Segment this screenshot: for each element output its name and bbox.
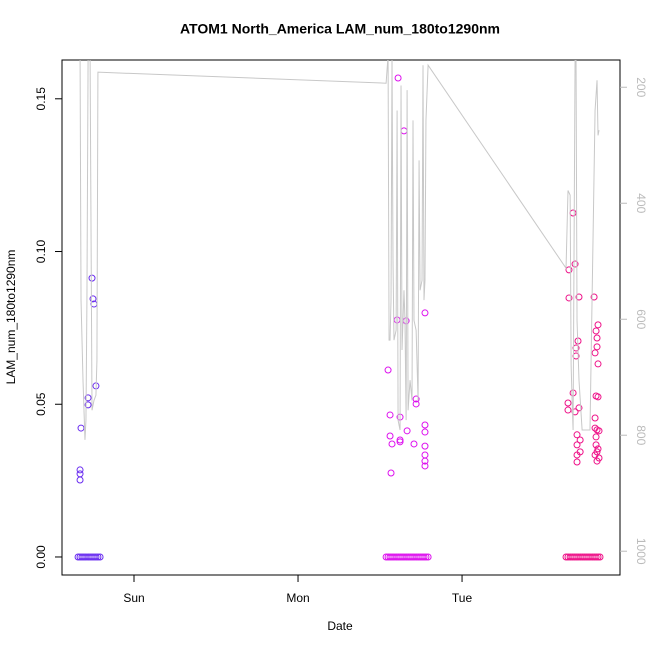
point <box>76 476 84 484</box>
point <box>88 274 96 282</box>
point <box>594 445 602 453</box>
point <box>592 327 600 335</box>
point <box>388 440 396 448</box>
point <box>596 553 604 561</box>
point <box>424 553 432 561</box>
point <box>412 395 420 403</box>
y-tick-label: 0.05 <box>34 392 48 416</box>
x-tick-label: Tue <box>452 591 473 605</box>
point <box>575 404 583 412</box>
point <box>386 432 394 440</box>
y2-tick-label: 600 <box>634 309 648 329</box>
point <box>592 553 600 561</box>
point <box>564 406 572 414</box>
point <box>591 349 599 357</box>
point <box>96 553 104 561</box>
y-tick-label: 0.15 <box>34 87 48 111</box>
point <box>594 393 602 401</box>
point <box>94 553 102 561</box>
x-tick-label: Mon <box>286 591 309 605</box>
point <box>573 431 581 439</box>
point <box>422 553 430 561</box>
point <box>421 457 429 465</box>
x-tick-label: Sun <box>123 591 144 605</box>
point <box>594 360 602 368</box>
point <box>421 462 429 470</box>
point <box>576 436 584 444</box>
y2-tick-label: 1000 <box>634 538 648 565</box>
point <box>590 293 598 301</box>
plot-area <box>74 60 604 561</box>
point <box>565 294 573 302</box>
point <box>575 293 583 301</box>
y-tick-label: 0.00 <box>34 545 48 569</box>
point <box>593 334 601 342</box>
point <box>421 309 429 317</box>
point <box>593 457 601 465</box>
point <box>412 400 420 408</box>
point <box>410 440 418 448</box>
point <box>396 438 404 446</box>
point <box>76 466 84 474</box>
point <box>421 428 429 436</box>
point <box>403 427 411 435</box>
y2-tick-label: 400 <box>634 193 648 213</box>
point <box>576 448 584 456</box>
point <box>92 553 100 561</box>
point <box>396 436 404 444</box>
point <box>420 553 428 561</box>
point <box>89 295 97 303</box>
point <box>592 433 600 441</box>
point <box>421 442 429 450</box>
point <box>593 343 601 351</box>
altitude-line <box>79 60 600 440</box>
y-tick-label: 0.10 <box>34 240 48 264</box>
point <box>387 469 395 477</box>
point <box>421 421 429 429</box>
y2-tick-label: 200 <box>634 77 648 97</box>
point <box>594 553 602 561</box>
point <box>571 260 579 268</box>
chart-title: ATOM1 North_America LAM_num_180to1290nm <box>180 21 500 37</box>
y2-tick-label: 800 <box>634 425 648 445</box>
point <box>384 366 392 374</box>
point <box>84 394 92 402</box>
point <box>386 411 394 419</box>
point <box>573 441 581 449</box>
point <box>84 401 92 409</box>
point <box>595 427 603 435</box>
point <box>565 266 573 274</box>
x-axis-label: Date <box>327 619 353 633</box>
point <box>573 458 581 466</box>
point <box>394 74 402 82</box>
y-axis-label: LAM_num_180to1290nm <box>4 250 18 385</box>
point <box>594 321 602 329</box>
plot-frame <box>61 59 621 576</box>
point <box>591 414 599 422</box>
point <box>77 424 85 432</box>
point <box>592 441 600 449</box>
point <box>564 399 572 407</box>
